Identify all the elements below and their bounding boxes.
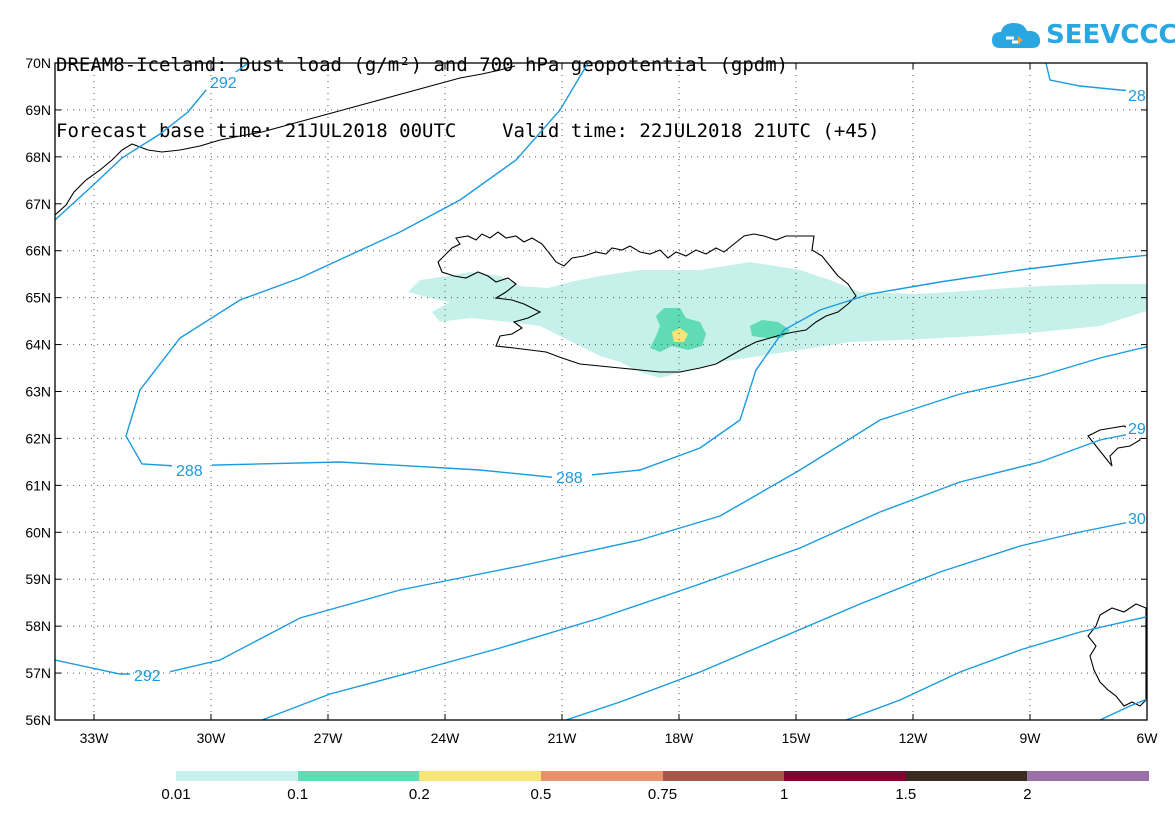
contour-296 (261, 429, 1147, 720)
contour-label-30: 30 (1128, 511, 1146, 528)
colorbar-swatch (662, 771, 785, 781)
contour-288 (125, 63, 1147, 479)
colorbar-swatch (540, 771, 663, 781)
lon-tick-label: 9W (1020, 730, 1042, 746)
contour-292-south (55, 346, 1147, 675)
lat-tick-label: 67N (25, 196, 51, 212)
geopotential-contours (55, 63, 1147, 720)
cloud-icon (992, 23, 1041, 48)
colorbar-swatch (905, 771, 1028, 781)
contour-308 (1099, 698, 1147, 720)
colorbar-label: 1.5 (895, 786, 917, 803)
colorbar-swatch (176, 771, 298, 781)
lat-tick-label: 68N (25, 149, 51, 165)
title-line-1: DREAM8-Iceland: Dust load (g/m²) and 700… (56, 54, 789, 76)
title-line-2: Forecast base time: 21JUL2018 00UTC Vali… (56, 120, 880, 142)
contour-label-29: 29 (1128, 421, 1146, 438)
contour-labels: 292 288 288 292 28 29 30 (130, 72, 1147, 685)
scotland-coastline (1087, 603, 1147, 707)
faroe-coastline (1087, 425, 1141, 467)
lat-tick-label: 70N (25, 55, 51, 71)
lat-tick-label: 62N (25, 430, 51, 446)
lon-tick-label: 18W (665, 730, 695, 746)
lon-tick-label: 12W (899, 730, 929, 746)
colorbar-swatch (419, 771, 542, 781)
lat-tick-label: 66N (25, 243, 51, 259)
lon-tick-label: 27W (314, 730, 344, 746)
map-title: DREAM8-Iceland: Dust load (g/m²) and 700… (56, 10, 880, 164)
colorbar-label: 0.01 (161, 786, 191, 803)
contour-label-288-south: 288 (556, 470, 583, 487)
iceland-coastline (437, 231, 857, 373)
logo-text: SEEVCCC (1046, 20, 1175, 50)
lat-tick-label: 61N (25, 477, 51, 493)
lat-tick-label: 69N (25, 102, 51, 118)
latitude-axis: 70N 69N 68N 67N 66N 65N 64N 63N 62N 61N 60N 59N 58N 5… (25, 55, 1147, 728)
lat-tick-label: 58N (25, 618, 51, 634)
lon-tick-label: 24W (431, 730, 461, 746)
lat-tick-label: 65N (25, 290, 51, 306)
contour-label-292-north: 292 (210, 75, 237, 92)
greenland-coastline (55, 65, 516, 216)
contour-304 (845, 615, 1147, 720)
dust-area-light (408, 262, 1147, 378)
seevccc-logo: SEEVCCC (990, 18, 1175, 52)
colorbar-label: 0.75 (647, 786, 678, 803)
dust-area-medium-2 (750, 320, 790, 338)
contour-label-288-west: 288 (176, 463, 203, 480)
lon-tick-label: 6W (1137, 730, 1159, 746)
lon-tick-label: 33W (80, 730, 110, 746)
dust-area-high (672, 328, 688, 342)
lat-tick-label: 59N (25, 571, 51, 587)
lon-tick-label: 30W (197, 730, 227, 746)
lat-tick-label: 64N (25, 337, 51, 353)
colorbar-label: 2 (1023, 786, 1032, 803)
coastlines (55, 65, 1147, 707)
lat-tick-label: 57N (25, 665, 51, 681)
lon-tick-label: 21W (548, 730, 578, 746)
lon-tick-label: 15W (782, 730, 812, 746)
contour-label-292-south: 292 (134, 668, 161, 685)
colorbar-label: 1 (779, 786, 789, 803)
dust-load-shading (408, 262, 1147, 378)
colorbar-swatch (1027, 771, 1150, 781)
gridlines (55, 63, 1147, 720)
colorbar-swatch (297, 771, 420, 781)
colorbar-label: 0.5 (530, 786, 552, 803)
longitude-axis: 33W 30W 27W 24W 21W 18W 15W 12W 9W 6W (80, 63, 1159, 746)
colorbar-label: 0.1 (287, 786, 309, 803)
lat-tick-label: 60N (25, 524, 51, 540)
lat-tick-label: 63N (25, 384, 51, 400)
contour-300 (565, 517, 1147, 720)
lat-tick-label: 56N (25, 712, 51, 728)
colorbar-swatch (784, 771, 907, 781)
contour-label-28: 28 (1128, 88, 1146, 105)
colorbar-label: 0.2 (408, 786, 430, 803)
